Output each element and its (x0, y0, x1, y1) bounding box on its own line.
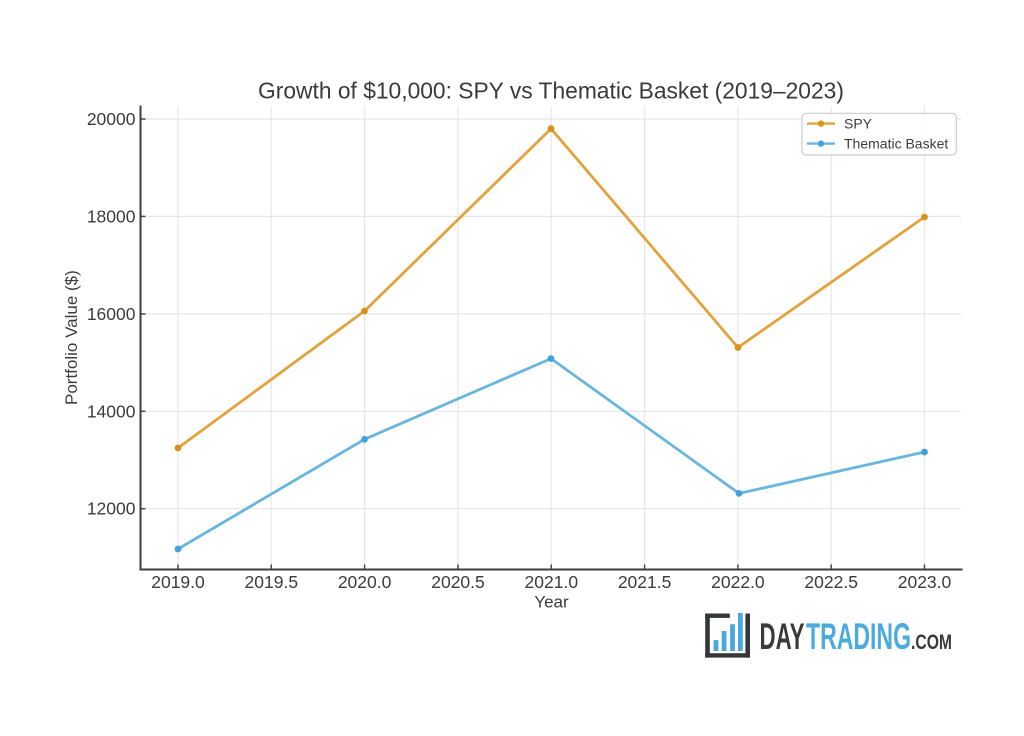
svg-text:TRADING: TRADING (806, 616, 911, 657)
svg-text:2022.0: 2022.0 (711, 572, 765, 592)
svg-text:14000: 14000 (87, 401, 136, 421)
svg-text:2023.0: 2023.0 (898, 572, 952, 592)
svg-text:2019.0: 2019.0 (151, 572, 205, 592)
svg-text:2021.5: 2021.5 (618, 572, 672, 592)
svg-text:12000: 12000 (87, 499, 136, 519)
svg-text:2020.5: 2020.5 (431, 572, 485, 592)
svg-text:2020.0: 2020.0 (338, 572, 392, 592)
svg-text:SPY: SPY (844, 116, 873, 132)
svg-text:Growth of $10,000: SPY vs Them: Growth of $10,000: SPY vs Thematic Baske… (258, 78, 844, 104)
svg-text:20000: 20000 (87, 109, 136, 129)
svg-text:18000: 18000 (87, 206, 136, 226)
svg-text:2021.0: 2021.0 (525, 572, 579, 592)
svg-text:Portfolio Value ($): Portfolio Value ($) (62, 270, 81, 405)
svg-text:16000: 16000 (87, 304, 136, 324)
svg-text:2019.5: 2019.5 (245, 572, 299, 592)
svg-text:DAY: DAY (760, 616, 805, 657)
svg-text:2022.5: 2022.5 (804, 572, 858, 592)
svg-text:Thematic Basket: Thematic Basket (844, 136, 948, 152)
svg-text:.COM: .COM (911, 630, 952, 654)
svg-text:Year: Year (534, 593, 569, 612)
